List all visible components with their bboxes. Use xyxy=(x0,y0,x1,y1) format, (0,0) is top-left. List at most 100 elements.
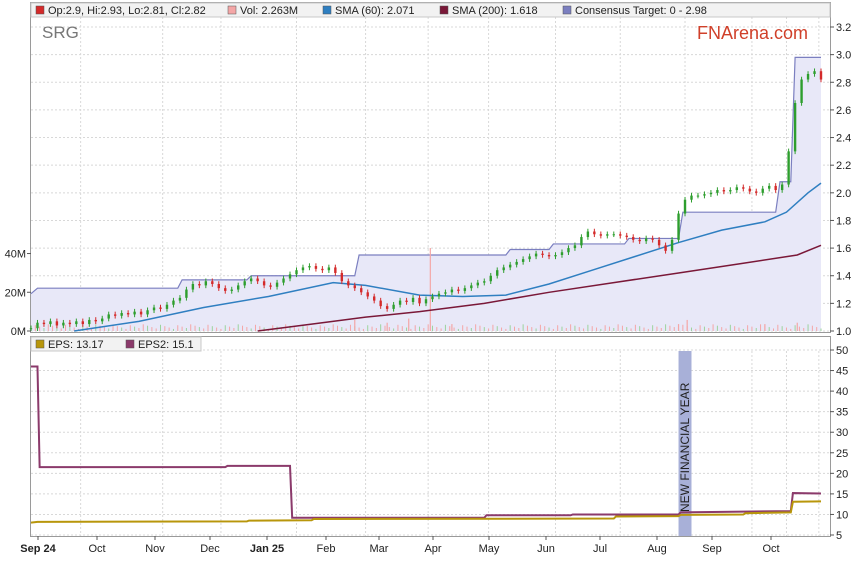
x-tick-label: Dec xyxy=(200,543,220,555)
candle-body xyxy=(450,289,454,293)
candle-body xyxy=(755,191,758,193)
x-tick-label: Jun xyxy=(537,543,555,555)
candle-body xyxy=(424,299,428,304)
legend-swatch xyxy=(227,5,237,15)
candle-body xyxy=(573,245,577,249)
volume-y-tick-label: 0M xyxy=(11,326,26,338)
candle-body xyxy=(619,234,622,236)
candle-body xyxy=(55,321,59,326)
candle-body xyxy=(308,266,311,268)
bottom-legend: EPS: 13.17 EPS2: 15.1 xyxy=(35,339,194,351)
candle-body xyxy=(211,281,214,285)
x-tick-label: May xyxy=(479,543,500,555)
candle-body xyxy=(664,245,667,251)
legend-swatch xyxy=(35,339,45,349)
x-tick-label: Sep xyxy=(702,543,722,555)
legend-label: Consensus Target: 0 - 2.98 xyxy=(575,5,707,17)
legend-label: Vol: 2.263M xyxy=(240,5,298,17)
candle-body xyxy=(483,281,486,283)
sma-lines xyxy=(74,182,822,332)
price-y-tick-label: 2.6 xyxy=(836,105,851,117)
volume-y-tick-label: 40M xyxy=(5,249,26,261)
eps-y-tick-label: 20 xyxy=(836,468,848,480)
candle-body xyxy=(327,267,331,271)
candle-body xyxy=(360,288,363,293)
x-tick-label: Oct xyxy=(88,543,105,555)
candle-body xyxy=(709,192,713,195)
candle-body xyxy=(515,261,518,265)
candle-body xyxy=(534,253,538,257)
candle-body xyxy=(437,293,441,297)
candle-body xyxy=(411,297,415,302)
financial-year-band: NEW FINANCIAL YEAR xyxy=(678,351,692,536)
candle-body xyxy=(793,103,797,152)
financial-year-label: NEW FINANCIAL YEAR xyxy=(678,382,692,512)
candle-body xyxy=(800,79,803,103)
eps-line xyxy=(30,500,822,524)
candle-body xyxy=(431,296,434,300)
candle-body xyxy=(262,281,266,286)
candle-body xyxy=(152,307,156,311)
candle-body xyxy=(88,319,91,325)
candle-body xyxy=(632,237,635,240)
candle-body xyxy=(398,300,402,305)
candle-body xyxy=(729,190,732,192)
candle-body xyxy=(554,255,557,257)
candle-body xyxy=(275,282,279,287)
candle-body xyxy=(696,195,700,197)
candle-body xyxy=(49,321,52,325)
candle-body xyxy=(347,281,350,286)
consensus-target-fill xyxy=(31,57,821,332)
candle-body xyxy=(101,318,104,322)
candle-body xyxy=(742,187,745,189)
price-y-axis: 1.0 1.2 1.4 1.6 1.8 2.0 2.2 2.4 2.6 2.8 3.0 3.2 xyxy=(830,22,851,338)
candle-body xyxy=(321,268,324,271)
candle-body xyxy=(644,238,648,242)
x-tick-label: Nov xyxy=(145,543,165,555)
x-tick-label: Jul xyxy=(593,543,607,555)
sma60-line xyxy=(74,182,822,332)
candle-body xyxy=(198,284,201,286)
price-y-tick-label: 1.6 xyxy=(836,243,851,255)
candle-body xyxy=(612,234,615,236)
candle-body xyxy=(444,292,447,294)
brand-logo-text: FNArena.com xyxy=(697,23,808,43)
candle-body xyxy=(521,259,525,262)
consensus-target-area xyxy=(30,56,821,332)
candle-body xyxy=(567,248,570,253)
eps-y-tick-label: 10 xyxy=(836,509,848,521)
candle-body xyxy=(295,270,298,275)
candle-body xyxy=(353,285,356,289)
candle-body xyxy=(457,289,460,291)
candle-body xyxy=(690,195,693,200)
candle-body xyxy=(165,304,169,309)
eps2-line xyxy=(31,365,822,519)
eps-y-tick-label: 45 xyxy=(836,366,848,378)
candle-body xyxy=(780,184,784,191)
candle-body xyxy=(767,185,771,189)
eps-y-axis: 5 10 15 20 25 30 35 40 45 50 xyxy=(830,345,848,542)
candle-body xyxy=(178,297,182,301)
price-y-tick-label: 1.0 xyxy=(836,326,851,338)
financial-year-band-rect xyxy=(678,351,692,536)
candle-body xyxy=(593,231,596,235)
price-y-tick-label: 3.2 xyxy=(836,22,851,34)
legend-swatch xyxy=(562,5,572,15)
price-y-tick-label: 2.8 xyxy=(836,77,851,89)
eps-y-tick-label: 15 xyxy=(836,489,848,501)
volume-y-axis: 0M 20M 40M xyxy=(5,249,31,338)
candle-body xyxy=(496,270,499,276)
eps-y-tick-label: 35 xyxy=(836,407,848,419)
volume-bars xyxy=(30,248,822,331)
candle-body xyxy=(379,300,382,307)
candle-body xyxy=(139,311,143,315)
legend-label: Op:2.9, Hi:2.93, Lo:2.81, Cl:2.82 xyxy=(48,5,206,17)
candle-body xyxy=(68,322,72,325)
x-tick-label: Mar xyxy=(370,543,389,555)
legend-label: EPS: 13.17 xyxy=(48,339,104,351)
legend-swatch xyxy=(35,5,45,15)
candle-body xyxy=(735,187,739,191)
x-tick-label: Apr xyxy=(424,543,441,555)
candle-body xyxy=(528,256,531,260)
candle-body xyxy=(722,190,726,192)
